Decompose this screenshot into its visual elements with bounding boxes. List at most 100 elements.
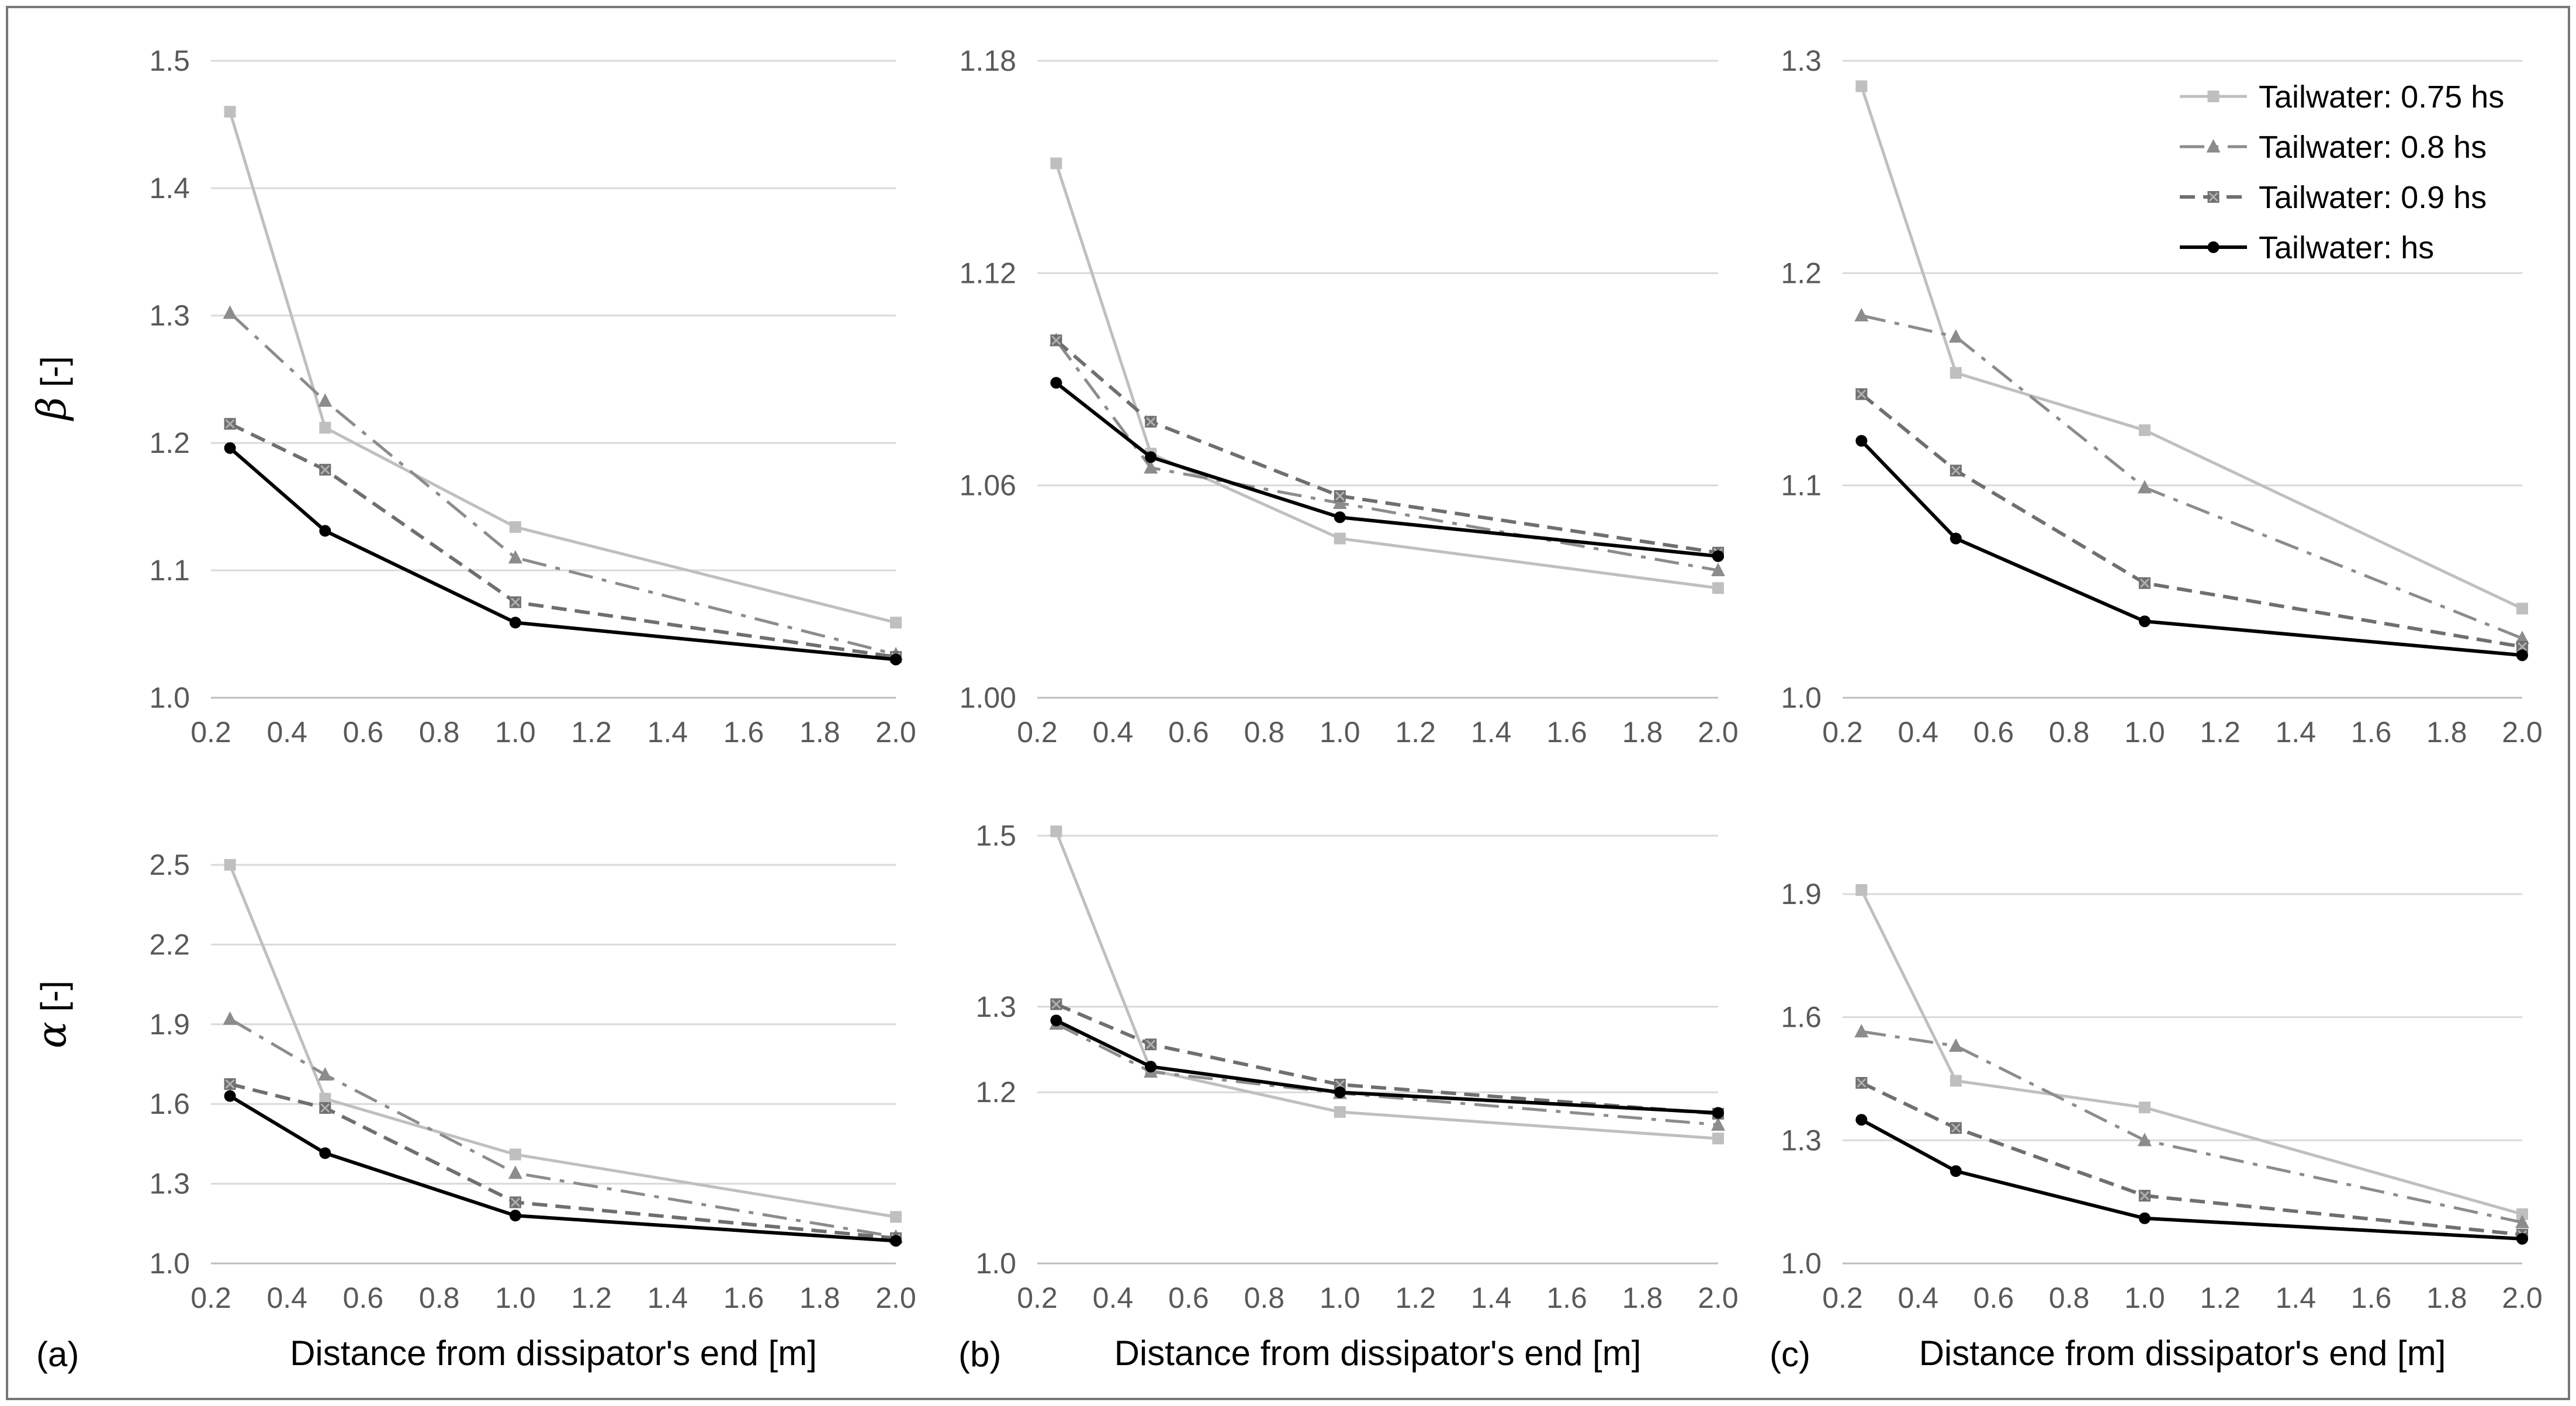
data-point	[1145, 1061, 1157, 1073]
data-point	[319, 1147, 331, 1159]
data-point	[2516, 649, 2528, 662]
data-point	[1855, 1114, 1868, 1126]
x-tick-label: 0.8	[419, 716, 460, 749]
panel-label-a: (a)	[36, 1335, 79, 1374]
data-point	[318, 1067, 333, 1081]
y-tick-label: 1.0	[1781, 1247, 1822, 1280]
data-point	[1712, 1133, 1724, 1145]
series-line-4	[1860, 1118, 2523, 1241]
series-line-3	[229, 1082, 896, 1240]
x-tick-label: 2.0	[2502, 716, 2543, 749]
data-point	[1332, 495, 1347, 509]
data-point	[224, 442, 236, 454]
series-line-4	[228, 446, 896, 662]
data-point	[2138, 577, 2151, 589]
data-point	[1334, 532, 1346, 545]
series-line-1	[1055, 162, 1719, 590]
y-tick-label: 1.18	[960, 44, 1016, 77]
x-tick-label: 0.8	[2049, 1282, 2090, 1314]
ylabel-alpha-unit: [-]	[34, 981, 73, 1021]
x-tick-label: 1.0	[2124, 1282, 2165, 1314]
data-point	[509, 617, 521, 629]
x-tick-label: 1.6	[1546, 716, 1587, 749]
series-line-3	[1861, 1081, 2523, 1237]
x-tick-label: 1.2	[2200, 1282, 2241, 1314]
x-tick-label: 0.4	[1093, 716, 1134, 749]
data-point	[2516, 640, 2528, 653]
series-line-1	[1055, 830, 1719, 1140]
x-tick-label: 2.0	[1698, 716, 1739, 749]
x-axis-title: Distance from dissipator's end [m]	[1919, 1334, 2446, 1373]
legend-marker-2	[2206, 139, 2221, 153]
x-tick-label: 0.6	[1168, 1282, 1209, 1314]
chart-panels: 1.01.11.21.31.41.50.2 0.4 0.6 0.8 1.0 1.2 1.4 1…	[149, 44, 2542, 1373]
data-point	[2137, 1133, 2152, 1147]
series-line-4	[1055, 1019, 1719, 1115]
y-tick-label: 1.0	[149, 681, 190, 714]
data-point	[319, 1093, 331, 1105]
y-tick-label: 1.6	[149, 1088, 190, 1120]
series-line-2	[229, 1017, 896, 1238]
chart-a-alpha: 1.0 1.3 1.6 1.9 2.2 2.5 0.2 0.4 0.6 0.8 1.0 1.2 1.4 1…	[149, 849, 916, 1373]
x-tick-label: 0.8	[1244, 716, 1285, 749]
x-tick-label: 0.6	[1168, 716, 1209, 749]
ylabel-alpha: α [-]	[29, 981, 75, 1048]
data-point	[1050, 1014, 1062, 1027]
x-tick-label: 0.2	[191, 716, 231, 749]
x-tick-label: 1.4	[1471, 716, 1512, 749]
data-point	[319, 421, 331, 434]
data-point	[890, 653, 902, 666]
data-point	[1950, 1075, 1962, 1087]
y-tick-label: 2.2	[149, 928, 190, 961]
x-tick-label: 1.0	[495, 716, 536, 749]
x-tick-label: 1.4	[1471, 1282, 1512, 1314]
x-tick-label: 1.2	[571, 1282, 612, 1314]
y-tick-label: 1.3	[149, 1168, 190, 1200]
y-tick-label: 1.06	[960, 469, 1016, 502]
data-point	[1711, 563, 1725, 576]
x-tick-label: 1.4	[648, 716, 688, 749]
x-tick-label: 0.4	[1898, 716, 1938, 749]
data-point	[508, 550, 522, 564]
data-point	[224, 106, 236, 118]
series-line-4	[229, 1095, 896, 1243]
data-point	[1334, 511, 1346, 524]
chart-b-beta: 1.00 1.06 1.12 1.18 0.2 0.4 0.6 0.8 1.0 1.2 1.4 1.6…	[960, 44, 1739, 749]
y-tick-label: 1.00	[960, 681, 1016, 714]
figure-frame	[6, 6, 2570, 1400]
series-line-2	[1861, 314, 2523, 640]
data-point	[223, 1011, 237, 1025]
x-tick-label: 0.2	[1822, 1282, 1863, 1314]
data-point	[1855, 388, 1868, 400]
x-tick-label: 0.2	[1017, 716, 1058, 749]
data-point	[2138, 1212, 2151, 1224]
x-tick-label: 0.8	[419, 1282, 460, 1314]
x-tick-label: 1.6	[723, 1282, 764, 1314]
x-tick-label: 1.0	[495, 1282, 536, 1314]
data-point	[2515, 631, 2529, 645]
ylabel-beta-symbol: β	[29, 397, 75, 421]
x-tick-label: 2.0	[2502, 1282, 2543, 1314]
series-line-1	[228, 111, 896, 624]
chart-c-beta: 1.0 1.1 1.2 1.3 0.2 0.4 0.6 0.8 1.0 1.2 1.4 1.6 1.8 2…	[1781, 44, 2542, 749]
legend-label-1: Tailwater: 0.75 hs	[2259, 79, 2504, 115]
series-line-3	[229, 422, 896, 659]
x-axis-title: Distance from dissipator's end [m]	[290, 1334, 817, 1373]
data-point	[1855, 80, 1868, 92]
series-line-1	[1860, 889, 2523, 1216]
x-tick-label: 1.6	[2351, 1282, 2392, 1314]
chart-a-beta: 1.0 1.1 1.2 1.3 1.4 1.5 0.2 0.4 0.6 0.8 1.0 1.2 1.4 1…	[149, 44, 916, 749]
y-tick-label: 1.0	[149, 1247, 190, 1280]
y-tick-label: 1.2	[975, 1076, 1016, 1109]
data-point	[1144, 460, 1158, 474]
x-tick-label: 0.4	[266, 1282, 307, 1314]
data-point	[1712, 582, 1724, 594]
chart-c-alpha: 1.0 1.3 1.6 1.9 0.2 0.4 0.6 0.8 1.0 1.2 1.4 1.6 1.8 2…	[1781, 878, 2542, 1373]
data-point	[890, 1235, 902, 1247]
data-point	[1950, 367, 1962, 379]
series-line-1	[1860, 85, 2523, 610]
y-tick-label: 1.5	[149, 44, 190, 77]
data-point	[1950, 1165, 1962, 1177]
data-point	[1334, 1106, 1346, 1118]
x-tick-label: 0.4	[266, 716, 307, 749]
